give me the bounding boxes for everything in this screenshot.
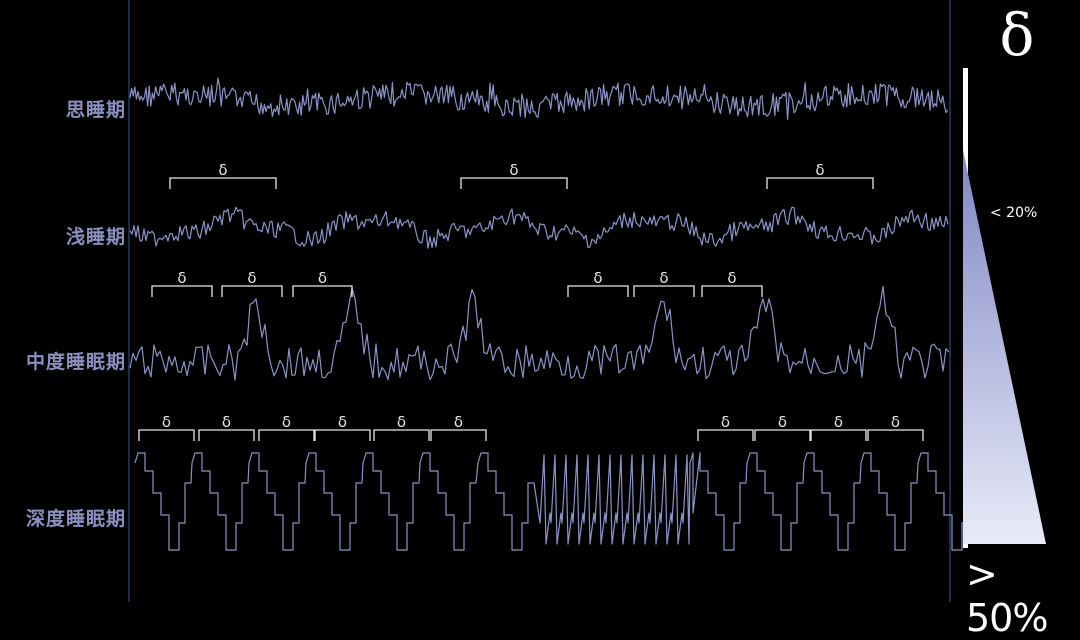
delta-bracket-label: δ — [509, 161, 518, 179]
waveform-light-sleep — [129, 206, 949, 249]
delta-bracket-label: δ — [218, 161, 227, 179]
delta-bracket — [198, 429, 255, 441]
delta-bracket — [697, 429, 754, 441]
delta-bracket — [292, 285, 353, 297]
waveform-medium-sleep — [129, 285, 950, 381]
delta-bracket — [633, 285, 695, 297]
waveform-drowsy — [129, 77, 949, 120]
delta-bracket-label: δ — [162, 413, 171, 431]
delta-bracket — [373, 429, 430, 441]
delta-bracket-label: δ — [318, 269, 327, 287]
delta-bracket-label: δ — [727, 269, 736, 287]
stage-label-medium-sleep: 中度睡眠期 — [25, 351, 126, 373]
delta-bracket-label: δ — [659, 269, 668, 287]
delta-bracket — [766, 177, 874, 189]
delta-bracket — [221, 285, 283, 297]
delta-bracket — [460, 177, 568, 189]
delta-bracket-label: δ — [721, 413, 730, 431]
delta-bracket-group: δ δ δ δ δ δ δ δ δ δ δ δ δ δ δ δ δ δ δ — [138, 161, 924, 441]
stage-label-light-sleep: 浅睡期 — [65, 226, 126, 248]
delta-bracket-label: δ — [593, 269, 602, 287]
delta-symbol-heading: δ — [999, 1, 1035, 69]
delta-bracket — [567, 285, 629, 297]
delta-bracket — [810, 429, 867, 441]
high-proportion-label: > 50% — [966, 552, 1048, 640]
delta-bracket-label: δ — [338, 413, 347, 431]
delta-bracket-label: δ — [834, 413, 843, 431]
delta-bracket-label: δ — [891, 413, 900, 431]
stage-label-drowsy: 思睡期 — [65, 99, 126, 121]
delta-bracket — [867, 429, 924, 441]
delta-bracket-label: δ — [282, 413, 291, 431]
delta-bracket-label: δ — [815, 161, 824, 179]
delta-bracket-label: δ — [222, 413, 231, 431]
delta-bracket — [258, 429, 315, 441]
delta-bracket — [138, 429, 195, 441]
delta-bracket — [701, 285, 763, 297]
delta-bracket — [151, 285, 213, 297]
delta-proportion-wedge — [963, 150, 1046, 544]
delta-bracket-label: δ — [397, 413, 406, 431]
delta-bracket-label: δ — [778, 413, 787, 431]
stage-label-deep-sleep: 深度睡眠期 — [25, 508, 126, 530]
delta-bracket — [314, 429, 371, 441]
eeg-waveform-canvas: δ δ δ δ δ δ δ δ δ δ δ δ δ δ δ δ δ δ δ — [128, 0, 1046, 602]
delta-bracket-label: δ — [454, 413, 463, 431]
delta-bracket-label: δ — [177, 269, 186, 287]
waveform-deep-sleep — [134, 452, 974, 551]
delta-bracket — [430, 429, 487, 441]
delta-bracket — [169, 177, 277, 189]
low-proportion-label: < 20% — [990, 205, 1038, 221]
delta-bracket-label: δ — [247, 269, 256, 287]
delta-bracket — [754, 429, 811, 441]
